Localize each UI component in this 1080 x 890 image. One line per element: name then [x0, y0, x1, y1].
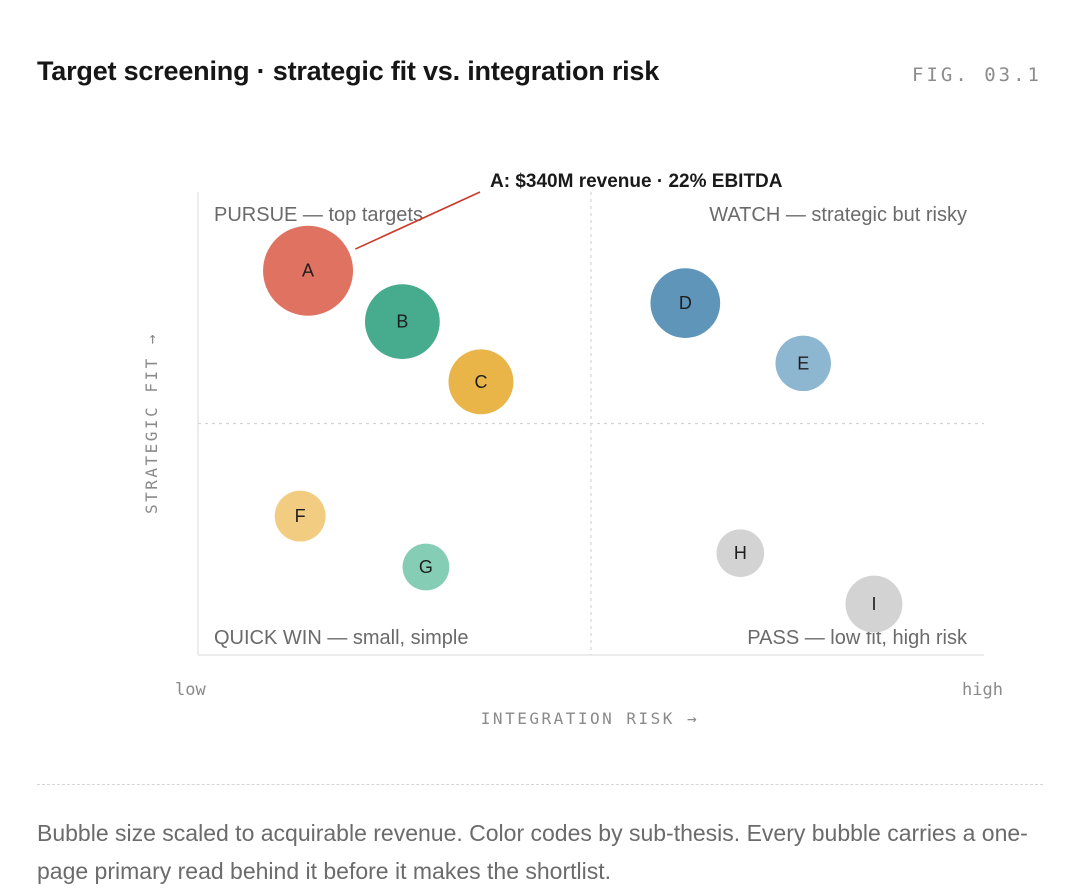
bubble-i[interactable]: I — [845, 575, 903, 633]
x-axis-label: INTEGRATION RISK → — [481, 709, 699, 728]
quadrant-label-quick-win: QUICK WIN — small, simple — [214, 627, 468, 649]
chart-grid — [197, 192, 984, 656]
bubble-b[interactable]: B — [364, 284, 440, 360]
bubble-f[interactable]: F — [274, 490, 326, 542]
bubble-a-circle — [263, 225, 354, 316]
bubble-b-label: B — [396, 312, 408, 332]
bubble-g-label: G — [419, 557, 433, 577]
page-title: Target screening · strategic fit vs. int… — [37, 56, 660, 86]
caption: Bubble size scaled to acquirable revenue… — [37, 820, 1028, 884]
bubble-f-label: F — [295, 506, 306, 526]
bubble-e-circle — [775, 335, 831, 392]
bubbles: A B C D E F G H I — [263, 225, 903, 633]
bubble-c-circle — [448, 349, 514, 415]
figure-label: FIG. 03.1 — [912, 64, 1042, 86]
quadrant-label-pass: PASS — low fit, high risk — [747, 627, 968, 649]
bubble-i-label: I — [871, 594, 876, 614]
bubble-h[interactable]: H — [716, 529, 765, 577]
annotation: A: $340M revenue · 22% EBITDA — [354, 171, 783, 250]
annotation-leader-line — [354, 191, 481, 250]
bubble-d-circle — [650, 268, 721, 338]
bubble-chart: PURSUE — top targets WATCH — strategic b… — [142, 171, 1003, 728]
bubble-d-label: D — [679, 293, 692, 313]
bubble-e-label: E — [797, 353, 809, 373]
bubble-c[interactable]: C — [448, 349, 514, 415]
axes: low high INTEGRATION RISK → STRATEGIC FI… — [142, 332, 1003, 728]
bubble-a-label: A — [302, 261, 314, 281]
section-divider — [37, 784, 1043, 785]
x-tick-low: low — [175, 680, 206, 700]
bubble-h-label: H — [734, 543, 747, 563]
quadrant-labels: PURSUE — top targets WATCH — strategic b… — [214, 204, 968, 649]
y-axis-label: STRATEGIC FIT → — [142, 332, 161, 514]
bubble-d[interactable]: D — [650, 268, 721, 338]
bubble-c-label: C — [474, 372, 487, 392]
annotation-text: A: $340M revenue · 22% EBITDA — [490, 171, 783, 192]
x-tick-high: high — [962, 680, 1003, 700]
bubble-b-circle — [364, 284, 440, 360]
bubble-i-circle — [845, 575, 903, 633]
quadrant-label-watch: WATCH — strategic but risky — [709, 204, 967, 226]
quadrant-label-pursue: PURSUE — top targets — [214, 204, 423, 226]
bubble-g[interactable]: G — [402, 543, 450, 591]
bubble-e[interactable]: E — [775, 335, 831, 392]
bubble-h-circle — [716, 529, 765, 577]
bubble-a[interactable]: A — [263, 225, 354, 316]
bubble-f-circle — [274, 490, 326, 542]
bubble-g-circle — [402, 543, 450, 591]
